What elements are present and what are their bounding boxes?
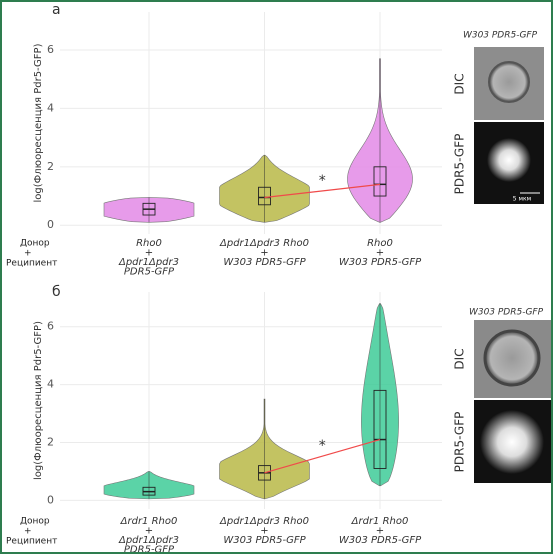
x-tick-label: W303 PDR5-GFP [339, 257, 422, 268]
y-tick-label: 6 [47, 320, 54, 333]
x-tick-label: + [376, 248, 384, 259]
cell [488, 61, 530, 103]
y-tick-label: 0 [47, 493, 54, 506]
row-label: Реципиент [6, 259, 57, 269]
panel-label: б [52, 284, 61, 300]
row-label: Реципиент [6, 537, 57, 547]
gfp-label: PDR5-GFP [453, 134, 467, 195]
y-tick-label: 6 [47, 43, 54, 56]
x-tick-label: + [145, 248, 153, 259]
y-axis-label: log(Флюоресценция Pdr5-GFP) [33, 43, 44, 202]
micrograph-title: W303 PDR5-GFP [463, 31, 538, 41]
x-tick-label: Δpdr1Δpdr3 [118, 535, 179, 546]
box [373, 389, 387, 469]
x-tick-label: PDR5-GFP [124, 267, 175, 278]
y-tick-label: 0 [47, 218, 54, 231]
x-tick-label: W303 PDR5-GFP [223, 257, 306, 268]
y-tick-label: 4 [47, 101, 54, 114]
gfp-label: PDR5-GFP [453, 412, 467, 473]
scale-label: 5 мкм [513, 196, 531, 203]
x-tick-label: + [145, 526, 153, 537]
median-connector [264, 183, 381, 199]
row-label: + [24, 527, 32, 537]
x-tick-label: W303 PDR5-GFP [223, 535, 306, 546]
x-tick-label: + [260, 248, 268, 259]
x-tick-label: + [376, 526, 384, 537]
row-label: Донор [20, 517, 50, 527]
significance: * [319, 173, 326, 189]
row-label: + [24, 249, 32, 259]
x-tick-label: Rho0 [367, 238, 393, 249]
dic-label: DIC [453, 348, 467, 369]
box [373, 166, 387, 197]
x-tick-label: Δpdr1Δpdr3 Rho0 [219, 516, 309, 527]
x-tick-label: Δrdr1 Rho0 [120, 516, 178, 527]
micrograph: W303 PDR5-GFP 5 мкм DIC PDR5-GFP [453, 31, 544, 204]
row-label: Донор [20, 239, 50, 249]
micrograph-title: W303 PDR5-GFP [469, 308, 544, 318]
y-tick-label: 4 [47, 378, 54, 391]
y-tick-label: 2 [47, 435, 54, 448]
cell-glow [480, 410, 544, 474]
median-connector [264, 438, 381, 474]
y-tick-label: 2 [47, 160, 54, 173]
panel-label: а [52, 2, 61, 18]
x-tick-label: Δrdr1 Rho0 [351, 516, 409, 527]
box [258, 186, 271, 206]
y-axis-label: log(Флюоресценция Pdr5-GFP) [33, 321, 44, 480]
x-tick-label: Rho0 [136, 238, 162, 249]
x-tick-label: W303 PDR5-GFP [339, 535, 422, 546]
x-tick-label: PDR5-GFP [124, 545, 175, 553]
micrograph: W303 PDR5-GFP DIC PDR5-GFP [453, 308, 551, 483]
dic-label: DIC [453, 73, 467, 94]
cell [483, 329, 541, 387]
x-tick-label: + [260, 526, 268, 537]
significance: * [319, 438, 326, 454]
x-tick-label: Δpdr1Δpdr3 Rho0 [219, 238, 309, 249]
cell-glow [487, 138, 531, 182]
x-tick-label: Δpdr1Δpdr3 [118, 257, 179, 268]
